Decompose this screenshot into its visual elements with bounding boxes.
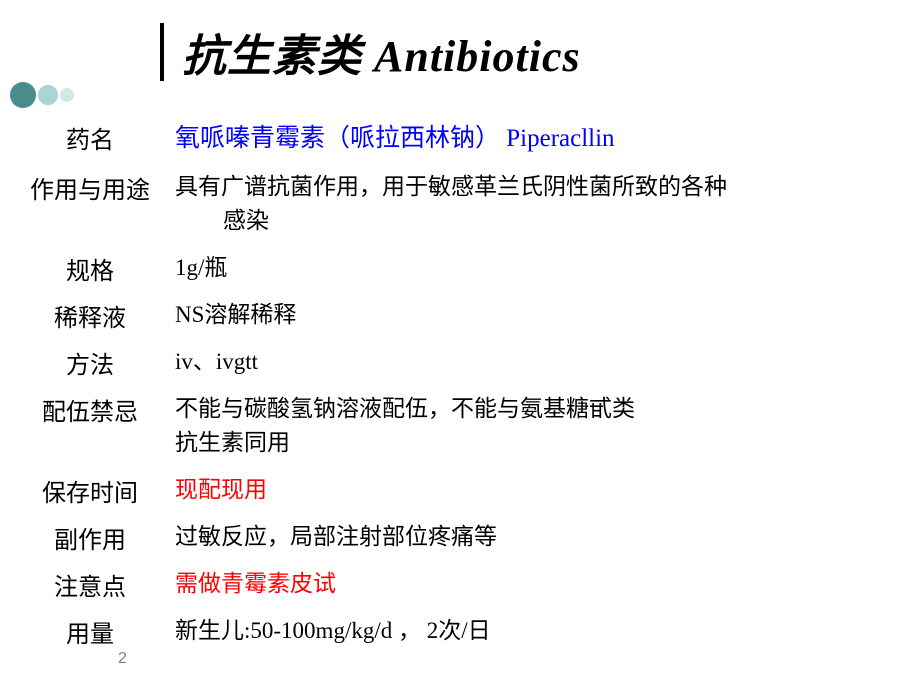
value-incompatibility: 不能与碳酸氢钠溶液配伍，不能与氨基糖甙类 抗生素同用 [175, 392, 905, 461]
label-diluent: 稀释液 [15, 298, 175, 333]
page-number: 2 [118, 650, 127, 668]
row-dosage: 用量 新生儿:50-100mg/kg/d ， 2次/日 [15, 614, 905, 649]
label-drug-name: 药名 [15, 120, 175, 155]
label-side-effects: 副作用 [15, 520, 175, 555]
slide-title: 抗生素类 Antibiotics [182, 20, 581, 84]
title-container: 抗生素类 Antibiotics [160, 20, 920, 84]
row-notes: 注意点 需做青霉素皮试 [15, 567, 905, 602]
title-bar [160, 23, 164, 81]
label-method: 方法 [15, 345, 175, 380]
dot-medium [38, 85, 58, 105]
label-specification: 规格 [15, 251, 175, 286]
label-incompatibility: 配伍禁忌 [15, 392, 175, 427]
label-storage: 保存时间 [15, 473, 175, 508]
value-action-usage: 具有广谱抗菌作用，用于敏感革兰氏阴性菌所致的各种 感染 [175, 170, 905, 239]
dot-small [60, 88, 74, 102]
content-container: 药名 氧哌嗪青霉素（哌拉西林钠） Piperacllin 作用与用途 具有广谱抗… [15, 120, 905, 649]
label-notes: 注意点 [15, 567, 175, 602]
value-drug-name: 氧哌嗪青霉素（哌拉西林钠） Piperacllin [175, 120, 905, 158]
row-action-usage: 作用与用途 具有广谱抗菌作用，用于敏感革兰氏阴性菌所致的各种 感染 [15, 170, 905, 239]
value-side-effects: 过敏反应，局部注射部位疼痛等 [175, 520, 905, 555]
label-dosage: 用量 [15, 614, 175, 649]
label-action-usage: 作用与用途 [15, 170, 175, 205]
value-specification: 1g/瓶 [175, 251, 905, 286]
row-specification: 规格 1g/瓶 [15, 251, 905, 286]
value-diluent: NS溶解稀释 [175, 298, 905, 333]
value-incompatibility-line2: 抗生素同用 [175, 430, 290, 455]
row-drug-name: 药名 氧哌嗪青霉素（哌拉西林钠） Piperacllin [15, 120, 905, 158]
row-storage: 保存时间 现配现用 [15, 473, 905, 508]
value-method: iv、ivgtt [175, 345, 905, 380]
value-incompatibility-line1: 不能与碳酸氢钠溶液配伍，不能与氨基糖甙类 [175, 396, 635, 421]
value-notes: 需做青霉素皮试 [175, 567, 905, 602]
value-action-usage-line1: 具有广谱抗菌作用，用于敏感革兰氏阴性菌所致的各种 [175, 174, 727, 199]
decorative-dots [10, 82, 74, 108]
value-action-usage-line2: 感染 [175, 204, 269, 239]
dot-large [10, 82, 36, 108]
row-side-effects: 副作用 过敏反应，局部注射部位疼痛等 [15, 520, 905, 555]
row-incompatibility: 配伍禁忌 不能与碳酸氢钠溶液配伍，不能与氨基糖甙类 抗生素同用 [15, 392, 905, 461]
row-method: 方法 iv、ivgtt [15, 345, 905, 380]
value-storage: 现配现用 [175, 473, 905, 508]
row-diluent: 稀释液 NS溶解稀释 [15, 298, 905, 333]
value-dosage: 新生儿:50-100mg/kg/d ， 2次/日 [175, 614, 905, 649]
